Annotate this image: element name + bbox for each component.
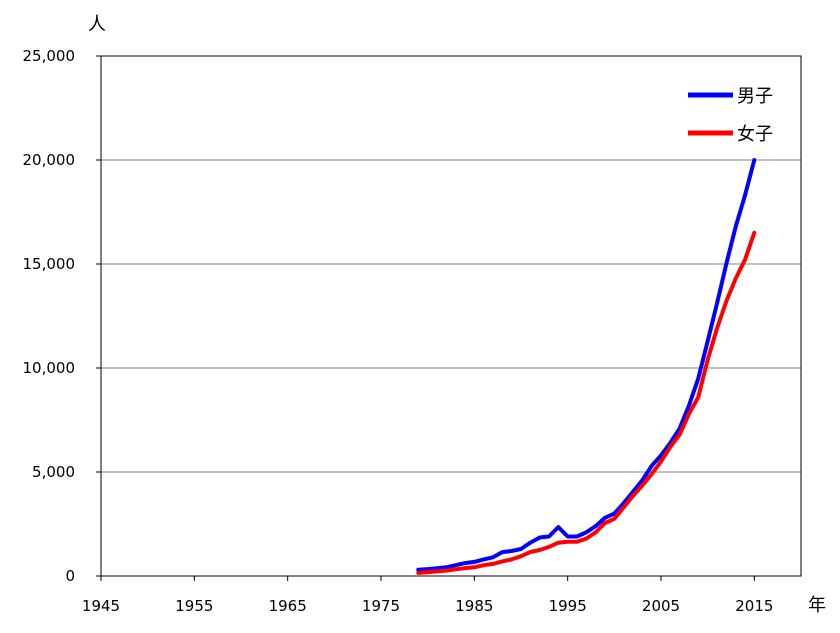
y-tick-label: 25,000 — [23, 47, 76, 65]
x-axis-ticks: 1945 1955 1965 1975 1985 1995 2005 2015 — [82, 576, 773, 615]
y-tick-label: 10,000 — [23, 359, 76, 377]
y-axis-ticks: 0 5,000 10,000 15,000 20,000 25,000 — [23, 47, 101, 585]
x-tick-label: 1945 — [82, 597, 120, 615]
x-tick-label: 1985 — [455, 597, 493, 615]
x-tick-label: 2005 — [642, 597, 680, 615]
x-tick-label: 1995 — [549, 597, 587, 615]
series-lines — [416, 158, 757, 575]
x-axis-unit-label: 年 — [808, 595, 826, 616]
plot-area-frame — [100, 55, 802, 577]
legend-label: 男子 — [737, 86, 773, 107]
y-tick-label: 20,000 — [23, 151, 76, 169]
y-axis-unit-label: 人 — [88, 14, 106, 35]
gridlines — [101, 159, 801, 473]
y-tick-label: 15,000 — [23, 255, 76, 273]
y-tick-label: 5,000 — [32, 463, 75, 481]
x-tick-label: 2015 — [735, 597, 773, 615]
series-line-boys — [416, 158, 757, 572]
series-line-girls — [416, 230, 757, 575]
y-tick-label: 0 — [65, 567, 75, 585]
x-tick-label: 1955 — [175, 597, 213, 615]
x-tick-label: 1965 — [269, 597, 307, 615]
legend-label: 女子 — [737, 124, 773, 145]
x-tick-label: 1975 — [362, 597, 400, 615]
